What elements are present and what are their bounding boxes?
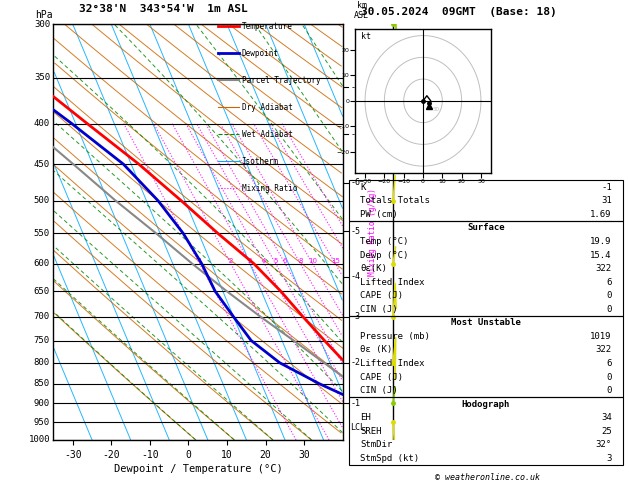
- Text: 5: 5: [274, 258, 278, 263]
- Text: SREH: SREH: [360, 427, 382, 436]
- Text: Hodograph: Hodograph: [462, 399, 510, 409]
- Text: Surface: Surface: [467, 224, 504, 232]
- Text: 450: 450: [34, 160, 50, 169]
- Bar: [349, 221, 623, 316]
- Text: Temp (°C): Temp (°C): [360, 237, 408, 246]
- Text: 550: 550: [34, 229, 50, 238]
- Text: 30: 30: [433, 107, 440, 112]
- Text: 6: 6: [606, 359, 612, 368]
- Text: -6: -6: [350, 178, 360, 188]
- Text: 3: 3: [606, 454, 612, 463]
- Bar: [349, 398, 623, 465]
- Text: 0: 0: [606, 305, 612, 314]
- Text: 850: 850: [34, 379, 50, 388]
- Text: StmDir: StmDir: [360, 440, 392, 450]
- Text: 350: 350: [34, 73, 50, 82]
- Text: 32°38'N  343°54'W  1m ASL: 32°38'N 343°54'W 1m ASL: [79, 4, 248, 14]
- Text: kt: kt: [361, 33, 371, 41]
- Text: 322: 322: [596, 264, 612, 273]
- Text: Lifted Index: Lifted Index: [360, 359, 425, 368]
- Text: 322: 322: [596, 346, 612, 354]
- Text: 400: 400: [34, 119, 50, 128]
- Text: 300: 300: [34, 20, 50, 29]
- Text: CAPE (J): CAPE (J): [360, 373, 403, 382]
- Text: -5: -5: [350, 226, 360, 236]
- Text: Mixing Ratio: Mixing Ratio: [242, 184, 297, 193]
- Text: 1000: 1000: [28, 435, 50, 444]
- Text: hPa: hPa: [35, 10, 52, 20]
- Text: Pressure (mb): Pressure (mb): [360, 332, 430, 341]
- Text: Isotherm: Isotherm: [242, 157, 279, 166]
- Text: K: K: [360, 183, 365, 191]
- Text: θε (K): θε (K): [360, 346, 392, 354]
- Text: 650: 650: [34, 287, 50, 295]
- Text: 2: 2: [228, 258, 233, 263]
- Text: -8: -8: [350, 83, 360, 92]
- Text: PW (cm): PW (cm): [360, 210, 398, 219]
- Text: Totals Totals: Totals Totals: [360, 196, 430, 205]
- Text: CIN (J): CIN (J): [360, 305, 398, 314]
- Text: -2: -2: [350, 358, 360, 367]
- Text: -1: -1: [601, 183, 612, 191]
- Text: Temperature: Temperature: [242, 22, 292, 31]
- Text: 500: 500: [34, 196, 50, 205]
- Text: Mixing Ratio (g/kg): Mixing Ratio (g/kg): [368, 188, 377, 276]
- Text: 32°: 32°: [596, 440, 612, 450]
- Text: -3: -3: [350, 312, 360, 321]
- Text: 34: 34: [601, 413, 612, 422]
- Text: 8: 8: [298, 258, 303, 263]
- Text: km
ASL: km ASL: [354, 1, 369, 20]
- Text: 10: 10: [308, 258, 317, 263]
- Text: 15.4: 15.4: [590, 250, 612, 260]
- Text: 4: 4: [262, 258, 267, 263]
- Text: 600: 600: [34, 259, 50, 268]
- Text: -4: -4: [350, 272, 360, 281]
- Text: 0: 0: [606, 386, 612, 395]
- Text: 6: 6: [606, 278, 612, 287]
- Text: Most Unstable: Most Unstable: [451, 318, 521, 328]
- Text: 15: 15: [331, 258, 340, 263]
- Bar: [349, 316, 623, 398]
- Text: CIN (J): CIN (J): [360, 386, 398, 395]
- Text: EH: EH: [360, 413, 370, 422]
- Text: LCL: LCL: [350, 423, 365, 433]
- Text: 700: 700: [34, 312, 50, 321]
- Text: 31: 31: [601, 196, 612, 205]
- X-axis label: Dewpoint / Temperature (°C): Dewpoint / Temperature (°C): [114, 464, 282, 474]
- Text: -7: -7: [350, 130, 360, 139]
- Text: CAPE (J): CAPE (J): [360, 291, 403, 300]
- Text: -1: -1: [350, 399, 360, 408]
- Text: 3: 3: [248, 258, 252, 263]
- Text: 950: 950: [34, 417, 50, 427]
- Text: 1.69: 1.69: [590, 210, 612, 219]
- Text: Dewpoint: Dewpoint: [242, 49, 279, 58]
- Text: © weatheronline.co.uk: © weatheronline.co.uk: [435, 473, 540, 482]
- Text: 30.05.2024  09GMT  (Base: 18): 30.05.2024 09GMT (Base: 18): [361, 7, 557, 17]
- Text: 750: 750: [34, 336, 50, 345]
- Text: 1019: 1019: [590, 332, 612, 341]
- Text: 6: 6: [283, 258, 287, 263]
- Text: 900: 900: [34, 399, 50, 408]
- Text: 0: 0: [606, 291, 612, 300]
- Text: 0: 0: [606, 373, 612, 382]
- Text: Dewp (°C): Dewp (°C): [360, 250, 408, 260]
- Text: Parcel Trajectory: Parcel Trajectory: [242, 76, 320, 85]
- Text: Lifted Index: Lifted Index: [360, 278, 425, 287]
- Text: 1: 1: [198, 258, 202, 263]
- Text: 19.9: 19.9: [590, 237, 612, 246]
- Text: Wet Adiabat: Wet Adiabat: [242, 130, 292, 139]
- Text: 800: 800: [34, 358, 50, 367]
- Text: θε(K): θε(K): [360, 264, 387, 273]
- Bar: [349, 180, 623, 221]
- Text: Dry Adiabat: Dry Adiabat: [242, 103, 292, 112]
- Text: StmSpd (kt): StmSpd (kt): [360, 454, 419, 463]
- Text: 25: 25: [601, 427, 612, 436]
